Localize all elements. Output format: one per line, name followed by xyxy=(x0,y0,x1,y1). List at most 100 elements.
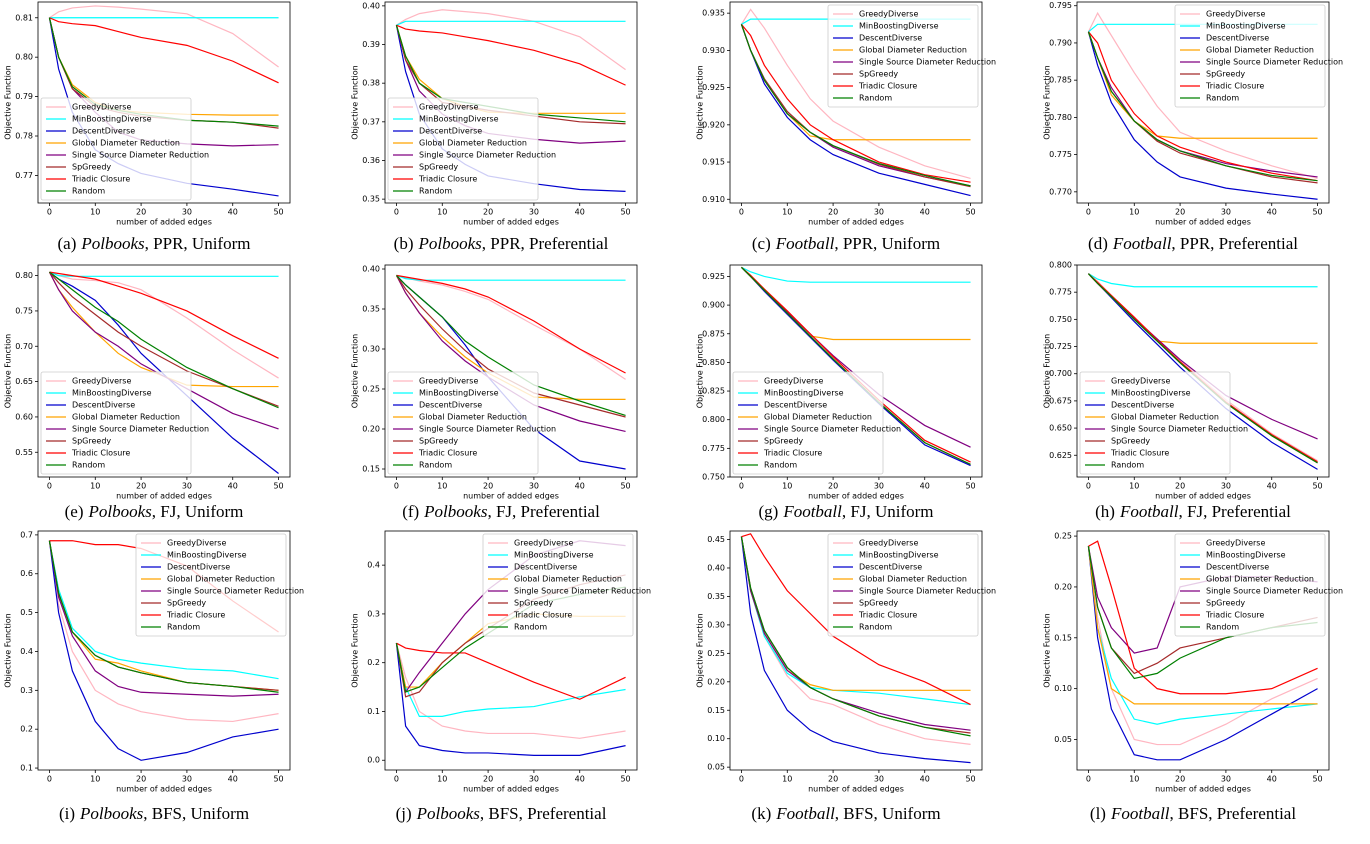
caption: (e) Polbooks, FJ, Uniform xyxy=(65,502,244,521)
caption-label: (a) xyxy=(58,234,77,253)
caption-setting: , FJ, Preferential xyxy=(487,502,600,521)
y-tick-label: 0.25 xyxy=(707,649,725,658)
series-line xyxy=(1087,546,1318,705)
x-tick-label: 50 xyxy=(273,208,283,217)
plot-frame xyxy=(729,1,983,204)
x-axis-label: number of added edges xyxy=(808,218,904,227)
legend-label: Triadic Closure xyxy=(418,449,477,458)
legend-label: Global Diameter Reduction xyxy=(764,413,872,422)
x-axis-label: number of added edges xyxy=(116,218,212,227)
series-line xyxy=(396,9,626,71)
caption-dataset: Polbooks xyxy=(80,234,145,253)
y-tick-label: 0.6 xyxy=(20,569,33,578)
caption-setting: , FJ, Uniform xyxy=(842,502,934,521)
series-line xyxy=(396,20,626,26)
legend-label: Triadic Closure xyxy=(71,175,130,184)
caption-dataset: Polbooks xyxy=(423,502,488,521)
legend-label: GreedyDiverse xyxy=(72,377,131,386)
y-tick-label: 0.05 xyxy=(1054,735,1072,744)
y-tick-label: 0.775 xyxy=(1049,288,1072,297)
y-tick-label: 0.675 xyxy=(1049,396,1072,405)
y-tick-label: 0.910 xyxy=(702,195,725,204)
plot-frame xyxy=(1076,530,1330,771)
y-tick-label: 0.2 xyxy=(20,725,33,734)
legend: GreedyDiverse MinBoostingDiverse DescentDi… xyxy=(40,97,209,201)
y-tick-label: 0.77 xyxy=(15,171,33,180)
legend-label: SpGreedy xyxy=(1206,599,1245,608)
caption-dataset: Polbooks xyxy=(87,502,152,521)
legend-label: GreedyDiverse xyxy=(1111,377,1170,386)
y-tick-label: 0.4 xyxy=(20,647,33,656)
chart: 0 10 20 30 40 50 0.750 0.775 0.800 0.825 0.850 0.87… xyxy=(696,264,983,521)
series-line xyxy=(740,24,971,187)
legend-label: GreedyDiverse xyxy=(167,539,226,548)
x-tick-label: 0 xyxy=(1086,775,1091,784)
legend-label: Random xyxy=(859,94,892,103)
y-tick-label: 0.10 xyxy=(1054,684,1072,693)
chart: 0 10 20 30 40 50 0.770 0.775 0.780 0.785 0.790 0.79… xyxy=(1043,1,1344,253)
y-tick-label: 0.20 xyxy=(362,425,380,434)
y-tick-label: 0.55 xyxy=(15,448,33,457)
x-tick-label: 50 xyxy=(965,208,975,217)
legend-label: SpGreedy xyxy=(1206,70,1245,79)
series-line xyxy=(1087,31,1318,182)
x-tick-label: 40 xyxy=(228,208,238,217)
legend-label: Global Diameter Reduction xyxy=(514,575,622,584)
y-tick-label: 0.875 xyxy=(702,329,725,338)
legend-label: GreedyDiverse xyxy=(419,103,478,112)
caption-label: (g) xyxy=(758,502,778,521)
y-tick-label: 0.700 xyxy=(1049,369,1072,378)
y-tick-label: 0.75 xyxy=(15,306,33,315)
legend-label: DescentDiverse xyxy=(1206,34,1269,43)
y-axis-label: Objective Function xyxy=(4,334,13,409)
x-tick-label: 40 xyxy=(228,482,238,491)
legend-label: Global Diameter Reduction xyxy=(72,413,180,422)
y-axis-label: Objective Function xyxy=(696,65,705,140)
x-tick-label: 30 xyxy=(182,775,192,784)
series-line xyxy=(49,271,279,379)
legend-label: Single Source Diameter Reduction xyxy=(419,425,556,434)
x-tick-label: 50 xyxy=(1312,208,1322,217)
x-axis-label: number of added edges xyxy=(1155,785,1251,794)
legend-label: GreedyDiverse xyxy=(859,539,918,548)
caption-setting: , BFS, Uniform xyxy=(835,804,941,823)
legend: GreedyDiverse MinBoostingDiverse DescentDi… xyxy=(482,533,651,637)
x-tick-label: 10 xyxy=(1129,482,1139,491)
series-line xyxy=(48,540,279,761)
caption-label: (d) xyxy=(1088,234,1108,253)
caption-label: (j) xyxy=(396,804,412,823)
x-tick-label: 10 xyxy=(90,208,100,217)
y-tick-label: 0.4 xyxy=(367,561,380,570)
chart: 0 10 20 30 40 50 0.0 0.1 0.2 0.3 0.4 number of adde… xyxy=(351,530,651,823)
plot-frame xyxy=(1076,264,1330,478)
legend-label: GreedyDiverse xyxy=(419,377,478,386)
series-line xyxy=(395,275,626,418)
legend-label: SpGreedy xyxy=(859,599,898,608)
y-tick-label: 0.0 xyxy=(367,756,380,765)
x-tick-label: 30 xyxy=(1221,482,1231,491)
caption-dataset: Polbooks xyxy=(79,804,144,823)
legend-label: Random xyxy=(764,461,797,470)
caption-dataset: Polbooks xyxy=(416,804,481,823)
caption-dataset: Football xyxy=(1112,234,1172,253)
legend-label: Global Diameter Reduction xyxy=(419,139,527,148)
chart: 0 10 20 30 40 50 0.15 0.20 0.25 0.30 0.35 0.40 numbe… xyxy=(351,265,638,521)
y-tick-label: 0.25 xyxy=(362,385,380,394)
legend-label: DescentDiverse xyxy=(764,401,827,410)
x-tick-label: 40 xyxy=(575,208,585,217)
plot-frame xyxy=(37,264,291,478)
series-line xyxy=(49,271,279,409)
caption: (k) Football, BFS, Uniform xyxy=(751,804,940,823)
legend-label: Single Source Diameter Reduction xyxy=(514,587,651,596)
legend-label: Random xyxy=(72,461,105,470)
legend-label: Triadic Closure xyxy=(71,449,130,458)
x-axis-label: number of added edges xyxy=(808,785,904,794)
legend-label: Random xyxy=(72,187,105,196)
series-line xyxy=(741,533,971,706)
legend-label: SpGreedy xyxy=(859,70,898,79)
series-line xyxy=(1087,11,1318,180)
legend-label: Global Diameter Reduction xyxy=(1206,575,1314,584)
y-tick-label: 0.925 xyxy=(702,83,725,92)
legend-label: Global Diameter Reduction xyxy=(1206,46,1314,55)
